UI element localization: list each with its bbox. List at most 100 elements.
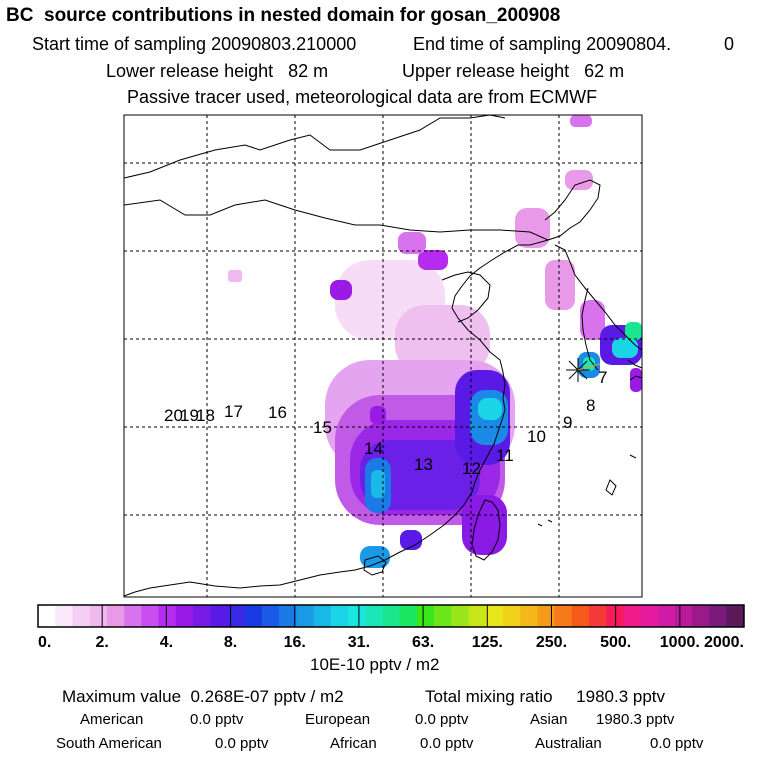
colorbar-cell-11 xyxy=(227,605,246,627)
trajectory-label-8: 8 xyxy=(586,396,595,415)
colorbar-cell-24 xyxy=(451,605,469,627)
colorbar-cell-15 xyxy=(296,605,315,627)
colorbar-cell-32 xyxy=(589,605,607,627)
summary-value-asian: 1980.3 pptv xyxy=(596,711,675,728)
colorbar-tick-label-3: 8. xyxy=(224,634,237,651)
coastline-north xyxy=(123,114,506,179)
concentration-blob-18 xyxy=(565,170,593,190)
trajectory-label-18: 18 xyxy=(196,406,215,425)
colorbar-cell-12 xyxy=(244,605,263,627)
total-mixing-ratio: Total mixing ratio 1980.3 pptv xyxy=(425,687,666,706)
colorbar-cell-38 xyxy=(692,605,711,627)
colorbar-tick-label-4: 16. xyxy=(284,634,306,651)
summary-label-american: American xyxy=(80,711,144,728)
colorbar-cell-5 xyxy=(124,605,142,627)
tracer-info: Passive tracer used, meteorological data… xyxy=(127,87,598,107)
colorbar-cell-3 xyxy=(89,605,108,627)
trajectory-label-12: 12 xyxy=(462,459,481,478)
trajectory-label-13: 13 xyxy=(414,455,433,474)
concentration-blob-16 xyxy=(398,232,426,254)
coastline-japan xyxy=(537,359,643,527)
colorbar-cell-0 xyxy=(38,605,56,627)
summary-value-african: 0.0 pptv xyxy=(420,735,474,752)
colorbar-tick-label-5: 31. xyxy=(348,634,370,651)
colorbar-cell-1 xyxy=(55,605,73,627)
star-icon xyxy=(566,358,601,382)
colorbar-tick-label-8: 250. xyxy=(536,634,567,651)
colorbar-cell-27 xyxy=(502,605,521,627)
colorbar-tick-label-1: 2. xyxy=(96,634,109,651)
coastline-east-china xyxy=(123,179,601,597)
coastline-korea xyxy=(554,244,643,371)
map-gridlines xyxy=(124,115,642,597)
concentration-blob-14 xyxy=(330,280,352,300)
colorbar-tick-label-11: 2000. xyxy=(704,634,744,651)
trajectory-label-16: 16 xyxy=(268,403,287,422)
colorbar-tick-label-6: 63. xyxy=(412,634,434,651)
concentration-blob-28 xyxy=(625,322,642,340)
coastline-hainan xyxy=(363,555,387,576)
colorbar-cell-6 xyxy=(141,605,160,627)
concentration-field xyxy=(228,115,642,568)
summary-label-south-american: South American xyxy=(56,735,162,752)
summary-label-european: European xyxy=(305,711,371,728)
map-frame xyxy=(123,114,643,598)
trajectory-label-19: 19 xyxy=(180,406,199,425)
colorbar-tick-label-0: 0. xyxy=(38,634,51,651)
coastline-shandong xyxy=(441,271,491,323)
summary-value-australian: 0.0 pptv xyxy=(650,735,704,752)
colorbar-cell-34 xyxy=(623,605,642,627)
colorbar-cell-16 xyxy=(313,605,332,627)
coastline-taiwan xyxy=(471,499,501,561)
trajectory-label-11: 11 xyxy=(496,446,514,465)
trajectory-label-10: 10 xyxy=(527,427,546,446)
colorbar-cell-10 xyxy=(210,605,228,627)
concentration-blob-29 xyxy=(630,368,642,392)
trajectory-label-9: 9 xyxy=(563,413,572,432)
colorbar-cell-9 xyxy=(192,605,211,627)
colorbar-cell-35 xyxy=(640,605,659,627)
summary-label-australian: Australian xyxy=(535,735,602,752)
colorbar-cell-13 xyxy=(261,605,280,627)
colorbar-cell-30 xyxy=(554,605,573,627)
colorbar-cell-20 xyxy=(382,605,401,627)
lower-release-height: Lower release height 82 m xyxy=(106,61,329,81)
colorbar-frame xyxy=(37,604,745,628)
colorbar-cell-7 xyxy=(158,605,177,627)
border-inland xyxy=(123,199,549,241)
colorbar-cell-18 xyxy=(347,605,366,627)
trajectory-label-17: 17 xyxy=(224,402,243,421)
concentration-blob-17 xyxy=(515,208,550,248)
colorbar-cell-2 xyxy=(72,605,91,627)
colorbar-cell-8 xyxy=(175,605,194,627)
colorbar-unit: 10E-10 pptv / m2 xyxy=(310,655,440,674)
end-time-label: End time of sampling 20090804. xyxy=(413,34,672,54)
colorbar-cell-25 xyxy=(468,605,487,627)
colorbar-cell-37 xyxy=(675,605,693,627)
colorbar-cell-23 xyxy=(434,605,452,627)
colorbar-cell-4 xyxy=(106,605,125,627)
concentration-blob-13 xyxy=(400,530,422,550)
concentration-blob-27 xyxy=(612,338,638,358)
summary-label-african: African xyxy=(330,735,377,752)
end-time-suffix: 0 xyxy=(724,34,735,54)
colorbar-cell-31 xyxy=(571,605,590,627)
concentration-blob-10 xyxy=(371,470,385,498)
concentration-blob-11 xyxy=(462,495,507,555)
colorbar-cell-40 xyxy=(726,605,745,627)
colorbar-cell-22 xyxy=(416,605,435,627)
concentration-blob-15 xyxy=(418,250,448,270)
colorbar-cell-39 xyxy=(709,605,728,627)
colorbar-cell-33 xyxy=(606,605,624,627)
concentration-blob-1 xyxy=(395,305,490,375)
maximum-value: Maximum value 0.268E-07 pptv / m2 xyxy=(62,687,344,706)
colorbar-cell-17 xyxy=(330,605,349,627)
colorbar-ticks xyxy=(37,605,745,627)
start-time-label: Start time of sampling 20090803.210000 xyxy=(32,34,357,54)
colorbar-cell-14 xyxy=(279,605,297,627)
colorbar-cell-19 xyxy=(365,605,383,627)
trajectory-label-20: 20 xyxy=(164,406,183,425)
trajectory-label-15: 15 xyxy=(313,418,332,437)
